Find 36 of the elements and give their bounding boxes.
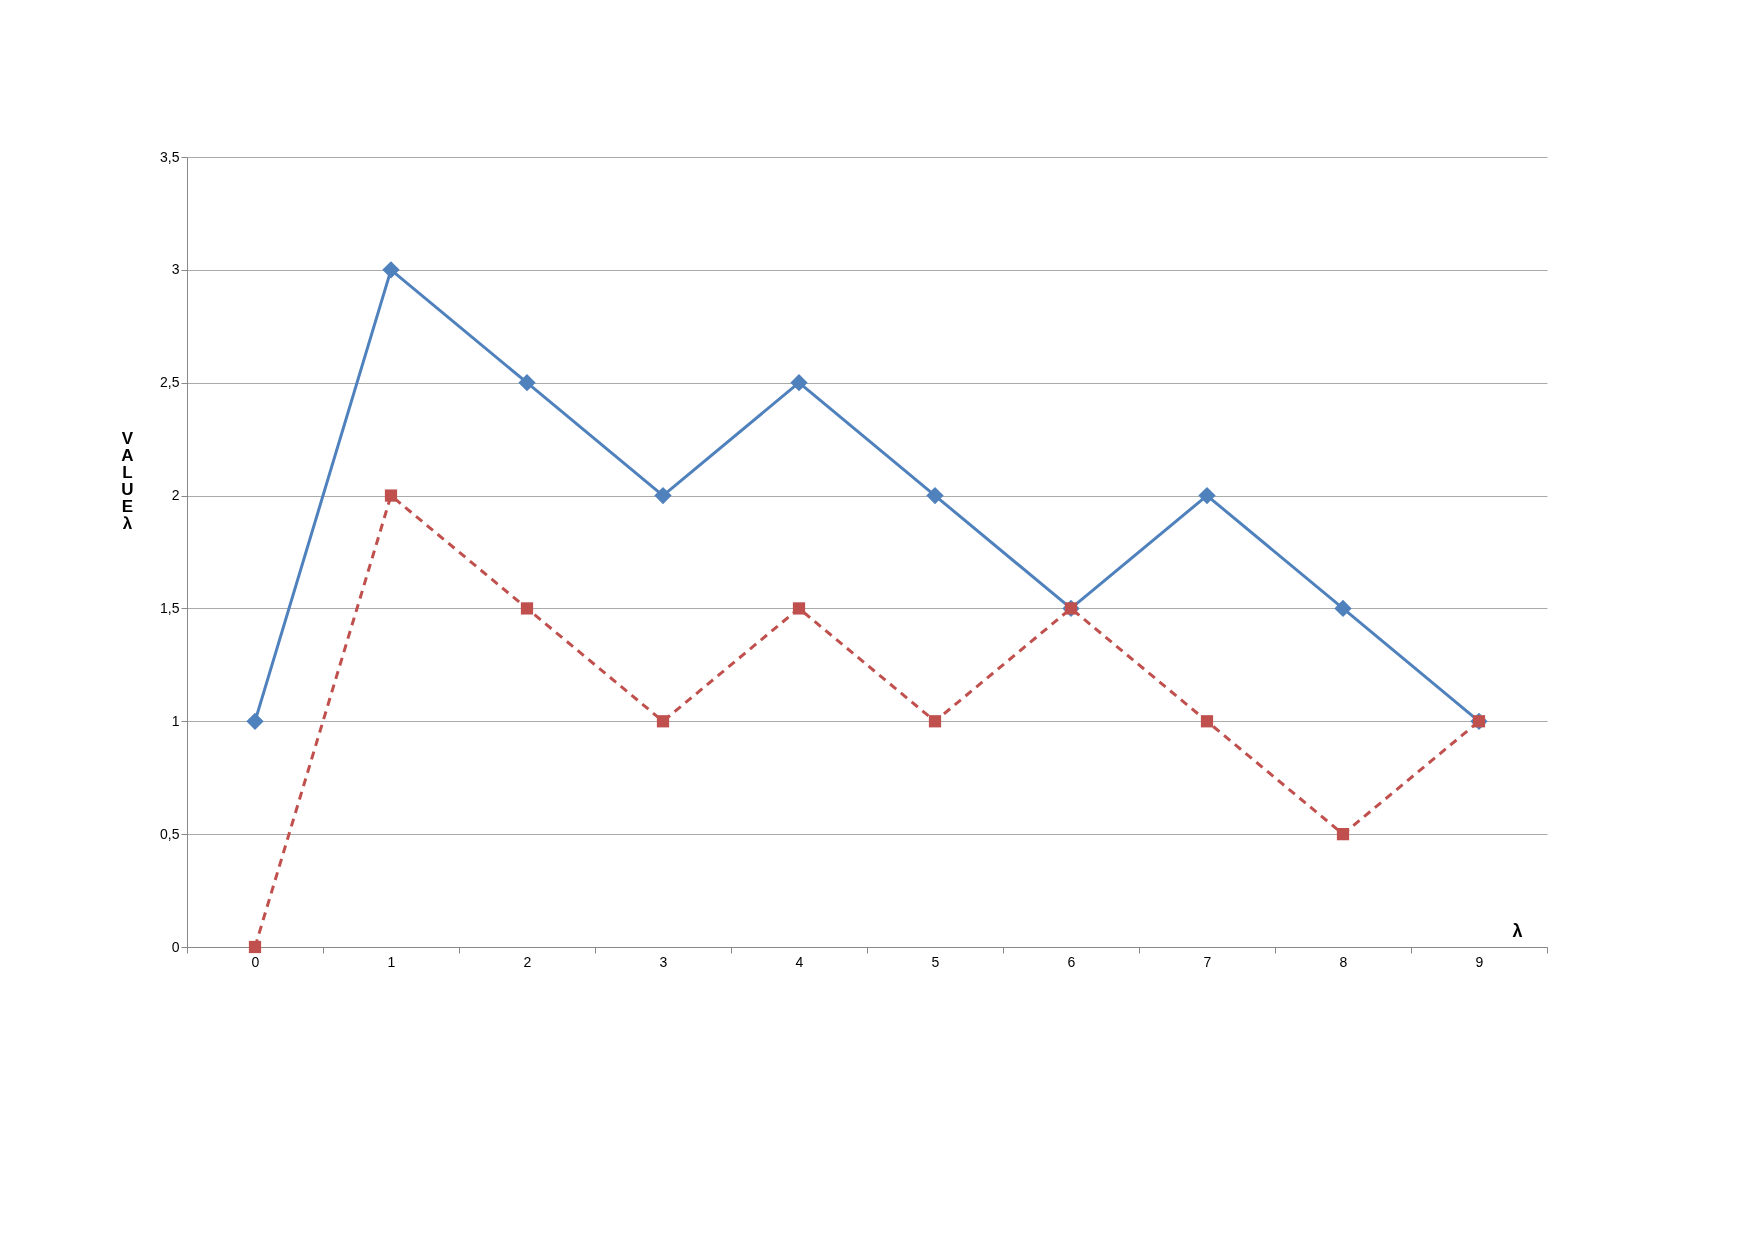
x-tick-label: 9: [1475, 953, 1484, 970]
y-tick-label: 2: [171, 487, 180, 504]
point: [1336, 828, 1350, 841]
x-tick-label: 5: [931, 953, 940, 970]
x-tick-label: 4: [795, 953, 804, 970]
x-tick-label: 3: [659, 953, 668, 970]
point: [1198, 486, 1216, 505]
y-tick-label: 1: [171, 712, 180, 729]
point: [246, 712, 264, 730]
x-tick-label: 1: [387, 953, 396, 970]
x-axis-title: λ: [1512, 920, 1523, 941]
y-tick-label: 1,5: [160, 599, 180, 616]
point: [384, 489, 398, 502]
point: [790, 374, 808, 392]
point: [654, 486, 672, 505]
point: [1334, 599, 1352, 618]
point: [792, 602, 806, 615]
y-tick-label: 0,5: [160, 825, 180, 842]
x-tick-label: 2: [523, 953, 532, 970]
x-tick-label: 6: [1067, 953, 1076, 970]
y-tick-label: 0: [171, 938, 180, 955]
y-axis-title: VALUE λ: [121, 428, 134, 533]
point: [518, 374, 536, 392]
x-tick-label: 7: [1203, 953, 1212, 970]
y-tick-label: 3,5: [160, 148, 180, 165]
point: [1200, 715, 1214, 728]
point: [928, 715, 942, 728]
x-tick-label: 8: [1339, 953, 1348, 970]
point: [382, 261, 400, 279]
point: [520, 602, 534, 615]
y-tick-label: 2,5: [160, 374, 180, 391]
point: [656, 715, 670, 728]
point: [248, 940, 262, 954]
point: [926, 486, 944, 505]
x-tick-label: 0: [251, 953, 260, 970]
y-tick-label: 3: [171, 261, 180, 278]
